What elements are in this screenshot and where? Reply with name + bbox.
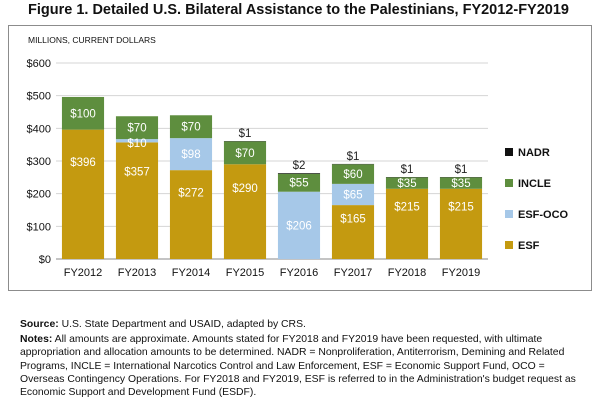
x-tick-label: FY2018 (388, 267, 427, 279)
data-label-incle: $70 (181, 122, 200, 134)
data-label-esf: $357 (124, 167, 150, 179)
data-label-esf: $215 (394, 201, 420, 213)
legend-swatch-esf-oco (505, 210, 513, 218)
data-label-esf: $165 (340, 214, 366, 226)
y-tick-label: $400 (27, 123, 51, 135)
chart-frame (8, 25, 592, 291)
data-label-esf: $396 (70, 157, 96, 169)
legend-swatch-esf (505, 241, 513, 249)
legend-swatch-nadr (505, 148, 513, 156)
data-label-esf-oco: $98 (181, 149, 200, 161)
bar-segment-esf (439, 188, 483, 259)
data-label-esf: $290 (232, 183, 258, 195)
x-tick-label: FY2012 (64, 267, 103, 279)
data-label-nadr: $1 (347, 151, 360, 163)
y-tick-label: $100 (27, 221, 51, 233)
source-label: Source: (20, 319, 59, 330)
data-label-incle: $100 (70, 108, 96, 120)
bar-segment-esf (385, 188, 429, 259)
x-tick-label: FY2015 (226, 267, 265, 279)
bar-segment-incle (439, 177, 483, 189)
x-tick-label: FY2016 (280, 267, 319, 279)
source-text: U.S. State Department and USAID, adapted… (61, 319, 306, 330)
bar-segment-incle (385, 177, 429, 189)
bar-segment-esf-oco (277, 191, 321, 259)
notes-label: Notes: (20, 334, 53, 346)
notes-line: Notes: All amounts are approximate. Amou… (20, 333, 588, 399)
figure-notes: Source: U.S. State Department and USAID,… (20, 318, 588, 401)
bar-segment-incle (331, 164, 375, 184)
bar-chart: MILLIONS, CURRENT DOLLARS $0 $100 $200 $300… (27, 35, 569, 279)
x-tick-label: FY2014 (172, 267, 211, 279)
data-label-incle: $60 (343, 169, 362, 181)
data-label-nadr: $1 (455, 164, 468, 176)
legend-label-esf: ESF (518, 240, 540, 252)
data-label-incle: $55 (289, 178, 308, 190)
x-tick-label: FY2019 (442, 267, 481, 279)
y-tick-label: $600 (27, 58, 51, 70)
data-labels: $396 $100 $357 $10 $70 $272 $98 $70 $290 $70 $1 $20… (70, 108, 474, 232)
bar-segment-esf-oco (115, 139, 159, 143)
y-tick-label: $0 (39, 254, 51, 266)
bar-segment-esf (169, 170, 213, 259)
data-label-esf-oco: $65 (343, 189, 362, 201)
data-label-incle: $35 (451, 178, 470, 190)
x-tick-label: FY2013 (118, 267, 157, 279)
figure-title: Figure 1. Detailed U.S. Bilateral Assist… (27, 2, 569, 18)
bar-segment-esf-oco (331, 183, 375, 206)
source-line: Source: U.S. State Department and USAID,… (20, 318, 588, 331)
bar-segment-esf-oco (169, 138, 213, 171)
bar-segment-incle (115, 116, 159, 140)
data-label-nadr: $1 (239, 128, 252, 140)
legend-label-nadr: NADR (518, 147, 550, 159)
bar-segment-esf (223, 164, 267, 259)
y-tick-labels: $0 $100 $200 $300 $400 $500 $600 (27, 58, 51, 266)
bar-segment-esf (331, 205, 375, 259)
data-label-incle: $70 (235, 148, 254, 160)
bar-segment-esf (61, 129, 105, 259)
x-tick-label: FY2017 (334, 267, 373, 279)
legend-label-esf-oco: ESF-OCO (518, 209, 569, 221)
y-axis-label: MILLIONS, CURRENT DOLLARS (28, 35, 156, 45)
data-label-esf: $215 (448, 201, 474, 213)
x-tick-labels: FY2012 FY2013 FY2014 FY2015 FY2016 FY2017 FY20… (64, 267, 481, 279)
notes-text: All amounts are approximate. Amounts sta… (20, 334, 576, 399)
data-label-esf: $272 (178, 187, 204, 199)
data-label-nadr: $1 (401, 164, 414, 176)
legend: NADR INCLE ESF-OCO ESF (505, 147, 569, 252)
legend-label-incle: INCLE (518, 178, 551, 190)
y-tick-label: $300 (27, 156, 51, 168)
data-label-incle: $70 (127, 123, 146, 135)
bar-segment-incle (223, 141, 267, 165)
data-label-esf-oco: $10 (127, 138, 146, 150)
bar-segment-nadr (277, 173, 321, 174)
data-label-incle: $35 (397, 178, 416, 190)
legend-swatch-incle (505, 179, 513, 187)
bar-segment-esf (115, 142, 159, 259)
bar-segment-incle (277, 173, 321, 192)
bars (61, 96, 483, 259)
bar-segment-incle (169, 115, 213, 139)
data-label-esf-oco: $206 (286, 220, 312, 232)
y-tick-label: $200 (27, 189, 51, 201)
data-label-nadr: $2 (293, 160, 306, 172)
bar-segment-incle (61, 96, 105, 130)
y-tick-label: $500 (27, 91, 51, 103)
